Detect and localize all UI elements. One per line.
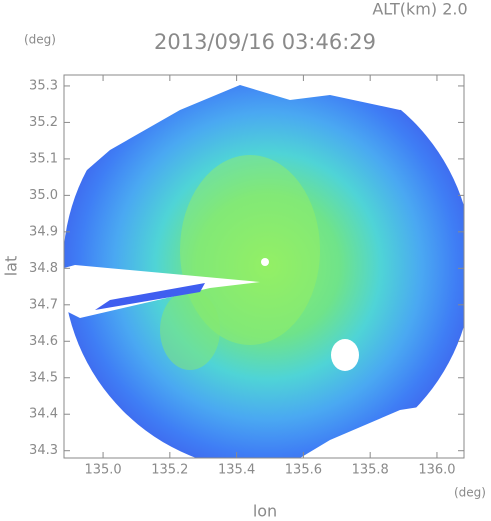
no-echo xyxy=(331,339,359,371)
radar-site xyxy=(261,258,269,266)
echo-core xyxy=(160,290,220,370)
y-tick-label: 35.0 xyxy=(29,188,58,203)
echo-edge xyxy=(95,283,205,310)
y-axis-label: lat xyxy=(2,256,21,277)
no-echo xyxy=(300,400,464,458)
echo-core xyxy=(180,155,320,345)
y-tick-label: 34.9 xyxy=(29,224,58,239)
x-unit: (deg) xyxy=(454,486,486,500)
x-axis-label: lon xyxy=(253,502,277,521)
x-tick-label: 135.6 xyxy=(285,463,322,478)
y-tick-label: 35.1 xyxy=(29,151,58,166)
y-unit: (deg) xyxy=(24,33,56,47)
x-tick-label: 135.4 xyxy=(218,463,255,478)
x-tick-label: 135.2 xyxy=(151,463,188,478)
y-tick-label: 34.8 xyxy=(29,261,58,276)
y-tick-label: 34.7 xyxy=(29,297,58,312)
y-tick-label: 34.6 xyxy=(29,334,58,349)
y-tick-label: 34.4 xyxy=(29,407,58,422)
plot-frame xyxy=(63,74,465,459)
no-echo xyxy=(64,75,464,190)
x-tick-label: 136.0 xyxy=(418,463,455,478)
y-tick-label: 35.3 xyxy=(29,78,58,93)
y-tick-label: 35.2 xyxy=(29,115,58,130)
y-tick-label: 34.5 xyxy=(29,370,58,385)
altitude-annotation: ALT(km) 2.0 xyxy=(372,0,467,19)
x-tick-label: 135.0 xyxy=(84,463,121,478)
radar-echo xyxy=(64,75,464,458)
chart-title: 2013/09/16 03:46:29 xyxy=(154,30,376,54)
no-echo xyxy=(64,330,140,458)
x-tick-label: 135.8 xyxy=(352,463,389,478)
y-tick-label: 34.3 xyxy=(29,443,58,458)
echo-field xyxy=(64,75,464,458)
